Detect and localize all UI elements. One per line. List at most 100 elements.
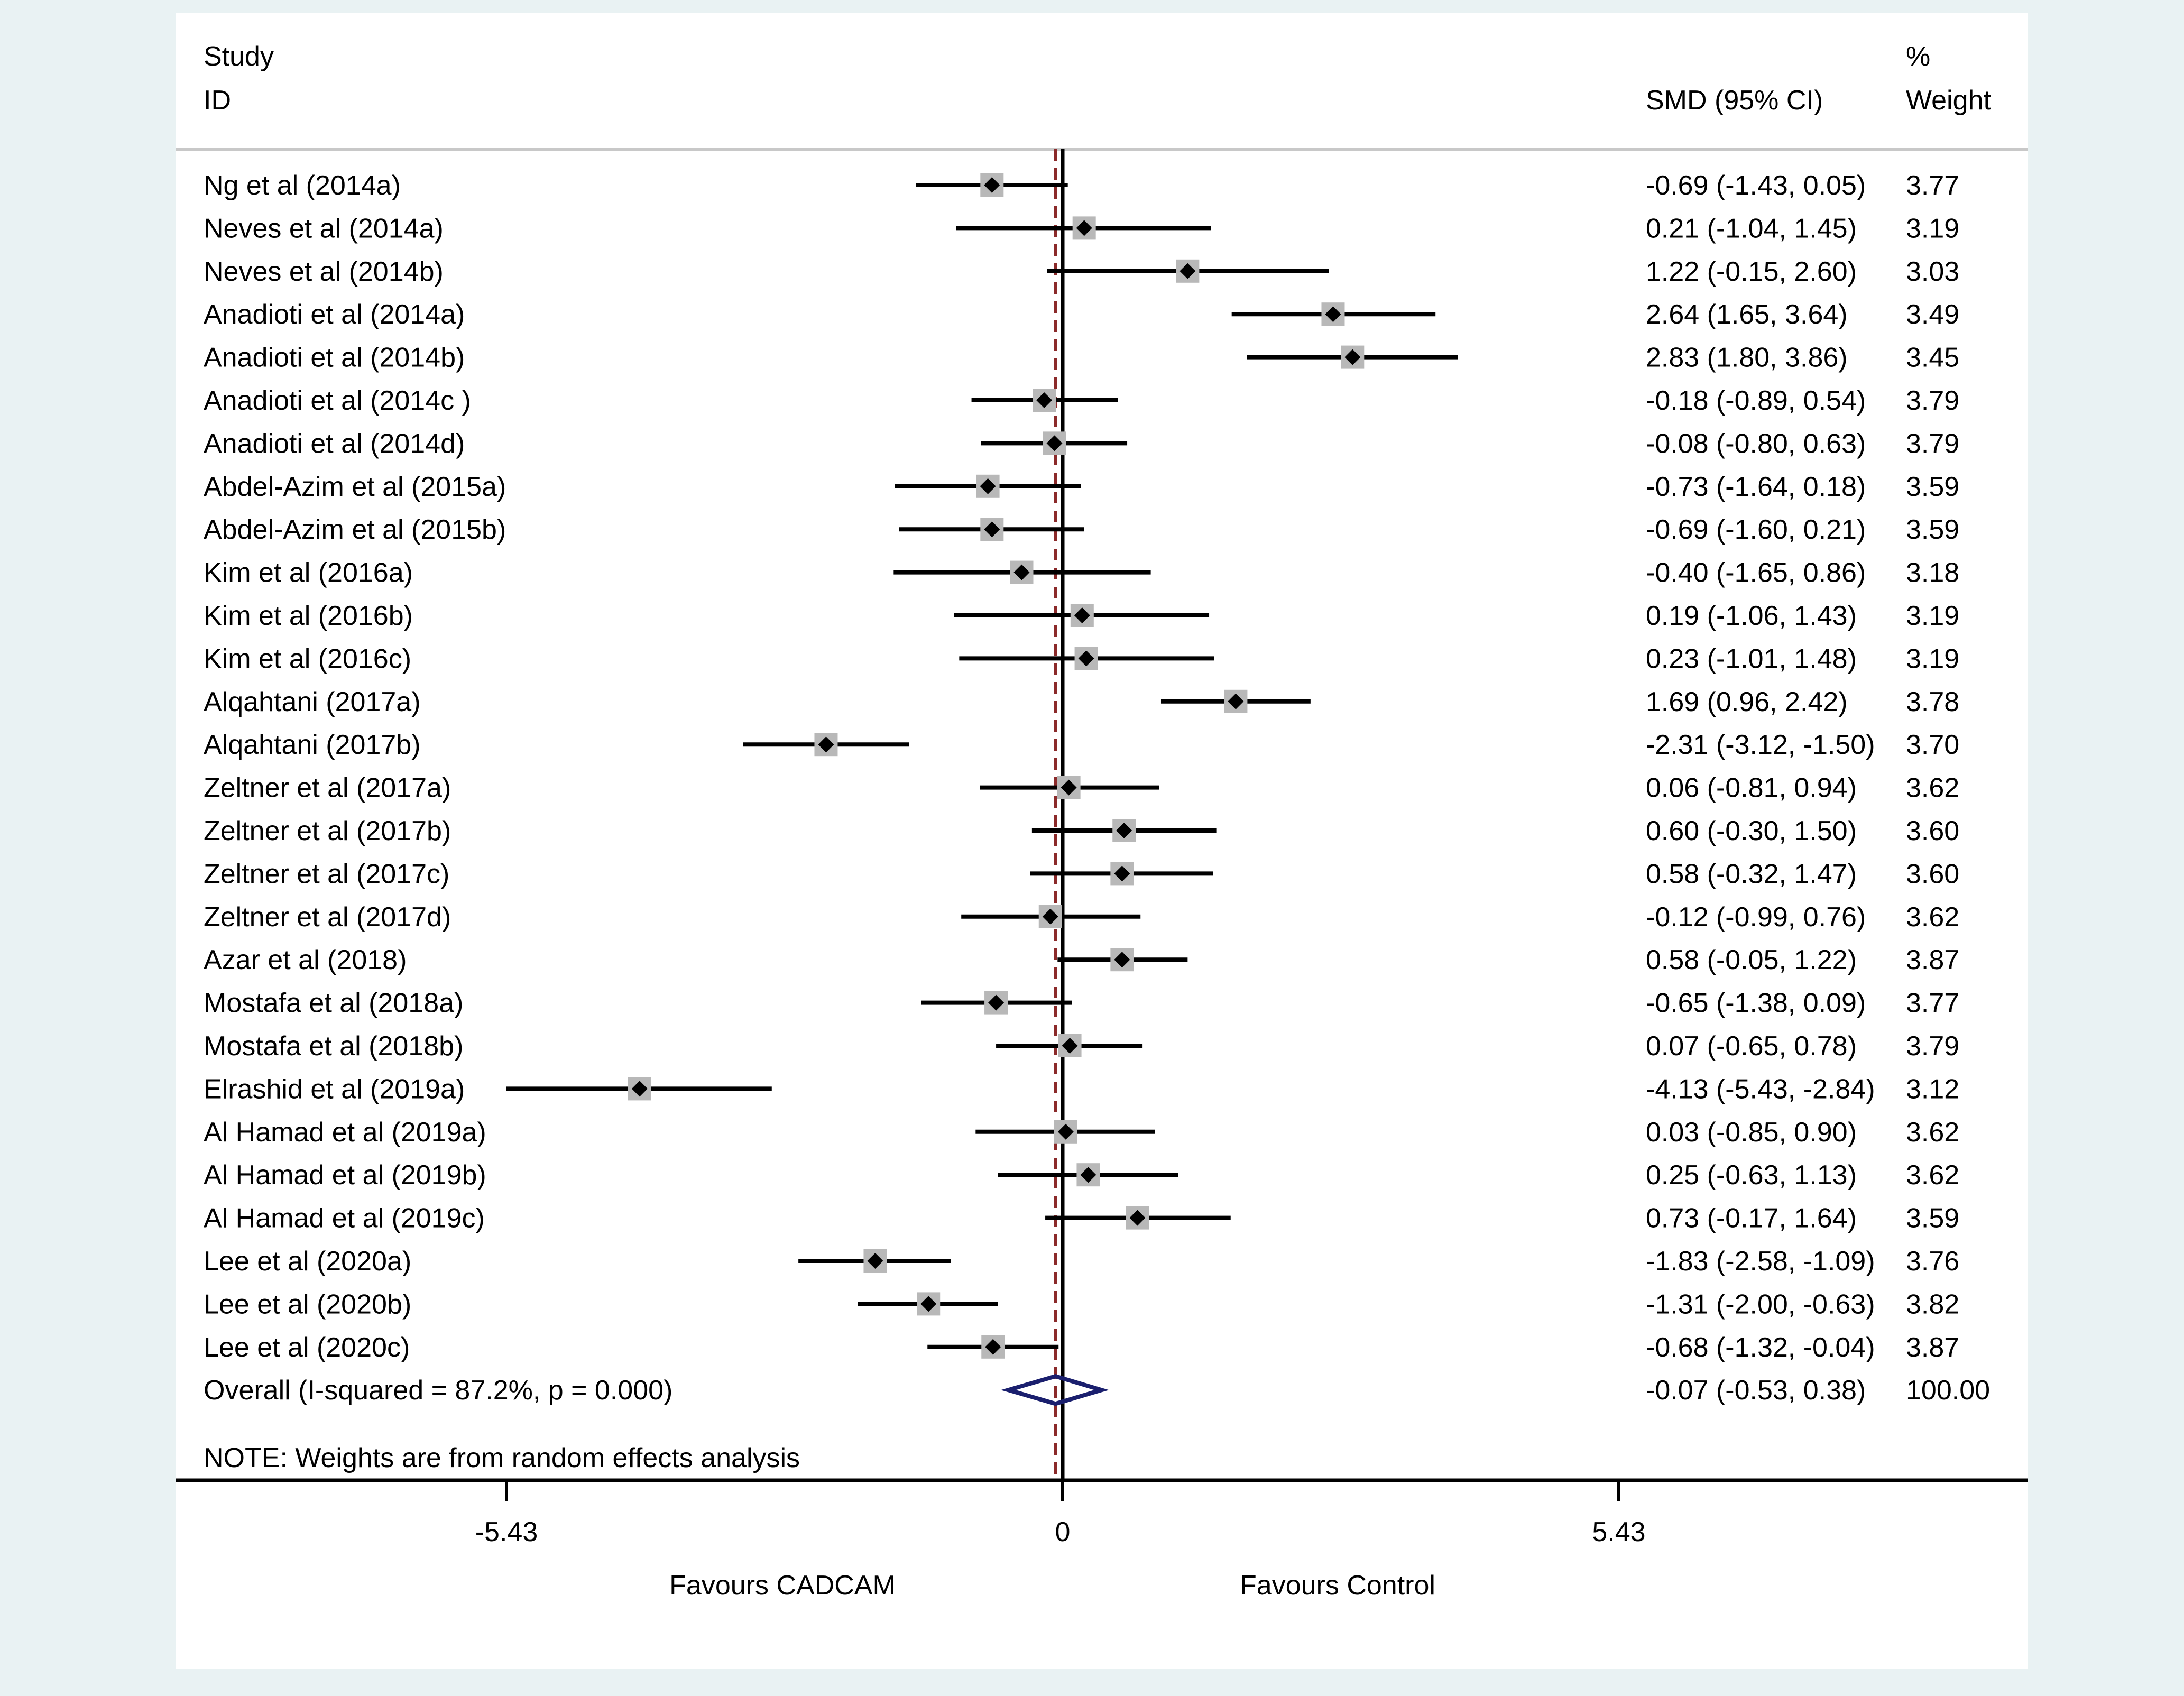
overall-ci: -0.07 (-0.53, 0.38) [1646, 1375, 1866, 1406]
study-label: Kim et al (2016a) [204, 558, 413, 588]
study-label: Abdel-Azim et al (2015b) [204, 514, 506, 545]
overall-label: Overall (I-squared = 87.2%, p = 0.000) [204, 1375, 672, 1406]
study-weight: 3.82 [1906, 1289, 1959, 1320]
study-label: Ng et al (2014a) [204, 170, 401, 201]
study-ci: 0.73 (-0.17, 1.64) [1646, 1203, 1857, 1234]
study-label: Neves et al (2014b) [204, 256, 444, 287]
study-ci: -0.68 (-1.32, -0.04) [1646, 1332, 1875, 1363]
study-ci: 0.25 (-0.63, 1.13) [1646, 1160, 1857, 1191]
study-point-estimate [920, 1296, 937, 1312]
study-ci: -1.83 (-2.58, -1.09) [1646, 1246, 1875, 1277]
study-label: Kim et al (2016b) [204, 601, 413, 631]
x-tick-label: -5.43 [475, 1517, 538, 1547]
x-tick-label: 5.43 [1592, 1517, 1645, 1547]
study-ci: -2.31 (-3.12, -1.50) [1646, 730, 1875, 760]
x-tick-label: 0 [1055, 1517, 1071, 1547]
study-weight: 3.87 [1906, 945, 1959, 975]
study-ci: -0.08 (-0.80, 0.63) [1646, 428, 1866, 459]
plot-panel [176, 13, 2028, 1669]
study-ci: -4.13 (-5.43, -2.84) [1646, 1074, 1875, 1104]
study-point-estimate [1057, 1123, 1074, 1140]
study-ci: -0.69 (-1.43, 0.05) [1646, 170, 1866, 201]
study-weight: 3.62 [1906, 1160, 1959, 1191]
study-point-estimate [1061, 779, 1077, 796]
study-point-estimate [980, 478, 996, 494]
study-point-estimate [1036, 392, 1053, 408]
study-weight: 3.62 [1906, 773, 1959, 804]
study-weight: 3.19 [1906, 213, 1959, 244]
study-ci: 2.83 (1.80, 3.86) [1646, 343, 1848, 373]
study-weight: 3.49 [1906, 299, 1959, 330]
study-point-estimate [984, 521, 1000, 538]
study-ci: -0.18 (-0.89, 0.54) [1646, 385, 1866, 416]
study-weight: 3.77 [1906, 988, 1959, 1019]
study-label: Mostafa et al (2018a) [204, 988, 463, 1019]
study-weight: 3.79 [1906, 428, 1959, 459]
study-point-estimate [1042, 908, 1058, 925]
study-label: Al Hamad et al (2019c) [204, 1203, 485, 1234]
x-label-favours-cadcam: Favours CADCAM [669, 1570, 896, 1601]
study-label: Abdel-Azim et al (2015a) [204, 472, 506, 502]
study-label: Anadioti et al (2014c ) [204, 385, 471, 416]
study-label: Elrashid et al (2019a) [204, 1074, 465, 1104]
study-weight: 3.19 [1906, 643, 1959, 674]
study-label: Zeltner et al (2017c) [204, 859, 449, 889]
study-weight: 3.03 [1906, 256, 1959, 287]
study-point-estimate [1344, 349, 1361, 365]
study-label: Zeltner et al (2017b) [204, 816, 451, 846]
study-label: Zeltner et al (2017d) [204, 902, 451, 933]
study-weight: 3.60 [1906, 859, 1959, 889]
study-weight: 3.87 [1906, 1332, 1959, 1363]
study-point-estimate [1076, 220, 1092, 236]
study-label: Anadioti et al (2014d) [204, 428, 465, 459]
study-label: Anadioti et al (2014a) [204, 299, 465, 330]
study-ci: 0.23 (-1.01, 1.48) [1646, 643, 1857, 674]
header-percent: % [1906, 41, 1930, 72]
study-label: Mostafa et al (2018b) [204, 1031, 463, 1062]
study-weight: 3.79 [1906, 1031, 1959, 1062]
study-weight: 3.19 [1906, 601, 1959, 631]
study-ci: 1.69 (0.96, 2.42) [1646, 687, 1848, 717]
study-weight: 3.45 [1906, 343, 1959, 373]
study-weight: 3.12 [1906, 1074, 1959, 1104]
study-ci: -0.12 (-0.99, 0.76) [1646, 902, 1866, 933]
study-point-estimate [631, 1081, 648, 1097]
study-label: Al Hamad et al (2019a) [204, 1117, 486, 1148]
study-ci: 0.07 (-0.65, 0.78) [1646, 1031, 1857, 1062]
study-point-estimate [867, 1253, 883, 1269]
study-label: Lee et al (2020c) [204, 1332, 410, 1363]
study-weight: 3.78 [1906, 687, 1959, 717]
study-label: Lee et al (2020a) [204, 1246, 411, 1277]
study-ci: 0.60 (-0.30, 1.50) [1646, 816, 1857, 846]
study-weight: 3.79 [1906, 385, 1959, 416]
study-weight: 3.59 [1906, 514, 1959, 545]
study-weight: 3.59 [1906, 1203, 1959, 1234]
study-point-estimate [1116, 823, 1132, 838]
study-point-estimate [984, 177, 1000, 193]
study-point-estimate [1062, 1038, 1078, 1054]
study-label: Zeltner et al (2017a) [204, 773, 451, 804]
study-point-estimate [1114, 952, 1130, 968]
study-ci: 0.06 (-0.81, 0.94) [1646, 773, 1857, 804]
study-label: Lee et al (2020b) [204, 1289, 411, 1320]
overall-weight: 100.00 [1906, 1375, 1990, 1406]
study-point-estimate [1228, 693, 1244, 709]
study-ci: 0.03 (-0.85, 0.90) [1646, 1117, 1857, 1148]
study-weight: 3.18 [1906, 558, 1959, 588]
study-label: Neves et al (2014a) [204, 213, 444, 244]
note-text: NOTE: Weights are from random effects an… [204, 1443, 800, 1473]
study-weight: 3.77 [1906, 170, 1959, 201]
study-ci: -0.69 (-1.60, 0.21) [1646, 514, 1866, 545]
study-point-estimate [988, 994, 1005, 1011]
study-weight: 3.60 [1906, 816, 1959, 846]
header-weight: Weight [1906, 85, 1991, 116]
study-ci: -0.73 (-1.64, 0.18) [1646, 472, 1866, 502]
study-ci: -1.31 (-2.00, -0.63) [1646, 1289, 1875, 1320]
study-ci: 0.19 (-1.06, 1.43) [1646, 601, 1857, 631]
study-point-estimate [1325, 306, 1341, 322]
study-point-estimate [1179, 263, 1196, 279]
study-ci: 0.58 (-0.32, 1.47) [1646, 859, 1857, 889]
study-ci: 2.64 (1.65, 3.64) [1646, 299, 1848, 330]
study-ci: 0.21 (-1.04, 1.45) [1646, 213, 1857, 244]
